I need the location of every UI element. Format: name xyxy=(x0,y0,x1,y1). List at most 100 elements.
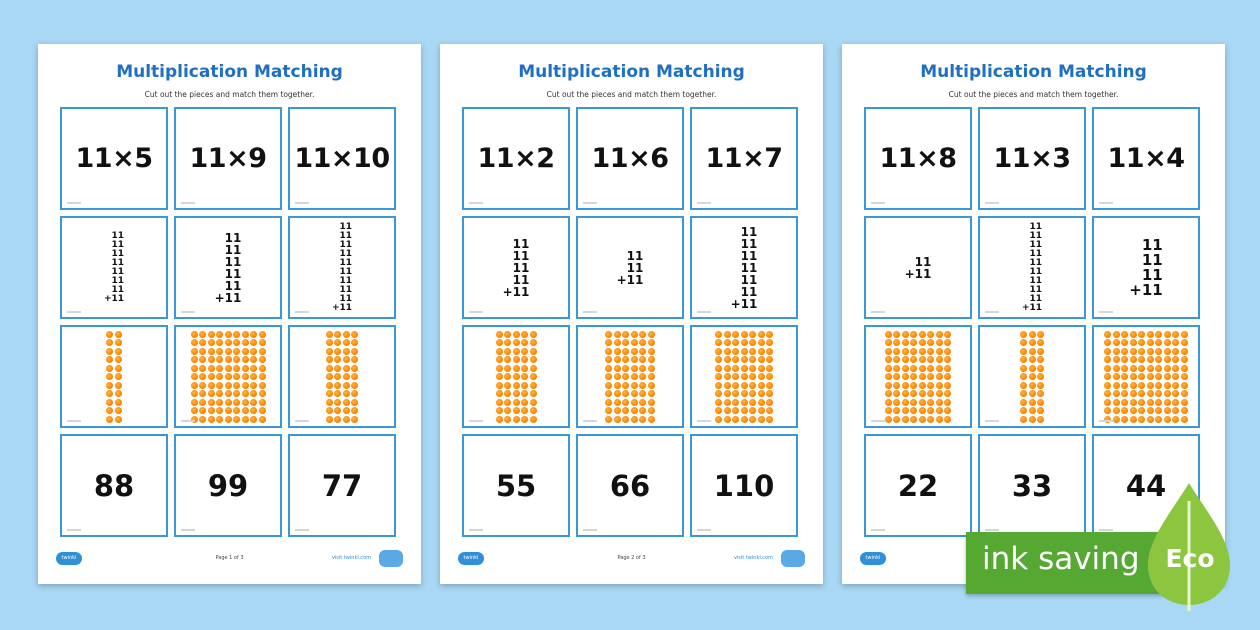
counter-dot xyxy=(901,330,909,338)
counter-dot xyxy=(207,390,215,397)
counter-dot xyxy=(1037,407,1044,414)
counter-dot xyxy=(224,415,232,423)
addition-line: 11 xyxy=(1029,221,1043,232)
counter-dot xyxy=(106,330,114,338)
counter-dot xyxy=(241,364,249,372)
counter-dot xyxy=(190,381,198,389)
counter-dot xyxy=(334,390,342,397)
dot-array xyxy=(325,330,359,423)
addition-line: 11 xyxy=(740,284,758,299)
worksheet-page: Multiplication Matching Cut out the piece… xyxy=(842,44,1225,584)
counter-dot xyxy=(884,415,892,423)
counter-dot xyxy=(944,373,952,380)
counter-dot xyxy=(1112,330,1120,338)
expression-text: 11×10 xyxy=(294,143,390,174)
dot-array xyxy=(605,330,655,423)
counter-dot xyxy=(1020,330,1027,338)
counter-dot xyxy=(935,339,943,346)
dot-array xyxy=(884,330,952,423)
counter-dot xyxy=(1121,398,1129,406)
counter-dot xyxy=(233,364,240,372)
counter-dot xyxy=(732,390,739,397)
counter-dot xyxy=(233,339,240,346)
counter-dot xyxy=(740,390,748,397)
array-card xyxy=(60,325,168,428)
counter-dot xyxy=(241,415,249,423)
card-footer-mark xyxy=(871,202,885,204)
counter-dot xyxy=(1163,390,1171,397)
counter-dot xyxy=(605,390,613,397)
expression-card: 11×2 xyxy=(462,107,570,210)
counter-dot xyxy=(207,373,215,380)
counter-dot xyxy=(351,356,359,363)
card-footer-mark xyxy=(67,420,81,422)
counter-dot xyxy=(495,415,503,423)
counter-dot xyxy=(1155,398,1163,406)
addition-line: 11 xyxy=(224,266,242,281)
counter-dot xyxy=(749,381,756,389)
counter-dot xyxy=(766,381,773,389)
counter-dot xyxy=(207,407,215,414)
counter-dot xyxy=(605,398,613,406)
counter-dot xyxy=(613,415,621,423)
counter-dot xyxy=(199,347,206,355)
dot-array xyxy=(190,330,266,423)
counter-dot xyxy=(258,407,266,414)
counter-dot xyxy=(1155,364,1163,372)
counter-dot xyxy=(504,407,511,414)
counter-dot xyxy=(935,347,943,355)
counter-dot xyxy=(199,356,206,363)
worksheet-instructions: Cut out the pieces and match them togeth… xyxy=(546,90,717,99)
counter-dot xyxy=(944,330,952,338)
card-footer-mark xyxy=(469,420,483,422)
counter-dot xyxy=(605,373,613,380)
counter-dot xyxy=(1129,364,1137,372)
counter-dot xyxy=(495,390,503,397)
counter-dot xyxy=(918,330,926,338)
counter-dot xyxy=(647,407,655,414)
counter-dot xyxy=(512,356,520,363)
counter-dot xyxy=(207,339,215,346)
addition-column: 11 11 11 11 11 11 +11 xyxy=(731,226,758,310)
counter-dot xyxy=(1138,390,1146,397)
counter-dot xyxy=(927,347,935,355)
counter-dot xyxy=(224,407,232,414)
repeated-addition-card: 11 11 11 11 11 11 11 +11 xyxy=(60,216,168,319)
counter-dot xyxy=(901,339,909,346)
counter-dot xyxy=(1138,398,1146,406)
counter-dot xyxy=(1112,356,1120,363)
counter-dot xyxy=(622,398,630,406)
addition-column: 11 11 11 +11 xyxy=(1129,237,1162,298)
counter-dot xyxy=(351,415,359,423)
repeated-addition-card: 11 +11 xyxy=(864,216,972,319)
counter-dot xyxy=(504,347,511,355)
counter-dot xyxy=(199,415,206,423)
expression-card: 11×7 xyxy=(690,107,798,210)
counter-dot xyxy=(334,407,342,414)
counter-dot xyxy=(918,347,926,355)
counter-dot xyxy=(613,347,621,355)
counter-dot xyxy=(740,347,748,355)
counter-dot xyxy=(605,330,613,338)
counter-dot xyxy=(342,339,350,346)
counter-dot xyxy=(504,373,511,380)
repeated-addition-card: 11 11 11 11 11 +11 xyxy=(174,216,282,319)
counter-dot xyxy=(342,373,350,380)
counter-dot xyxy=(351,364,359,372)
counter-dot xyxy=(613,407,621,414)
counter-dot xyxy=(241,407,249,414)
counter-dot xyxy=(1172,364,1180,372)
counter-dot xyxy=(258,398,266,406)
counter-dot xyxy=(241,347,249,355)
counter-dot xyxy=(106,415,114,423)
counter-dot xyxy=(258,330,266,338)
counter-dot xyxy=(351,373,359,380)
answer-text: 88 xyxy=(93,468,135,503)
answer-card: 77 xyxy=(288,434,396,537)
counter-dot xyxy=(622,356,630,363)
counter-dot xyxy=(334,398,342,406)
counter-dot xyxy=(918,356,926,363)
counter-dot xyxy=(757,339,765,346)
counter-dot xyxy=(521,347,528,355)
twinkl-logo: twinkl xyxy=(458,552,484,565)
